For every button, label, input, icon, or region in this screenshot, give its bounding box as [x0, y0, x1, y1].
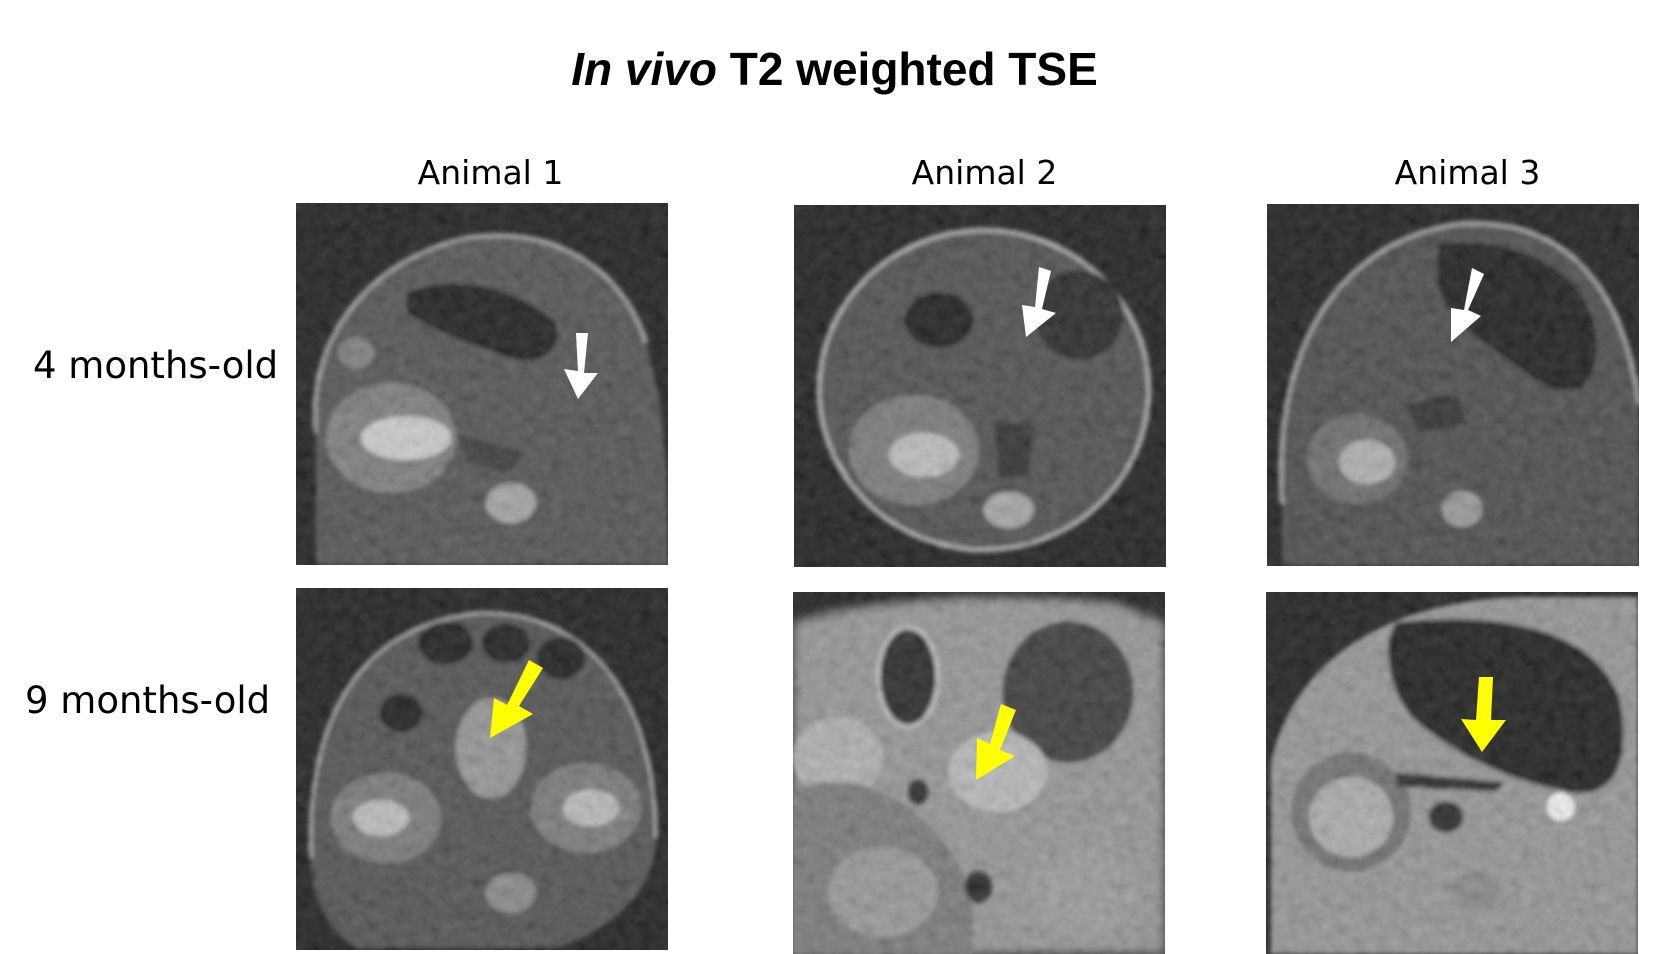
- white-arrow-icon: [564, 333, 598, 399]
- yellow-arrow-icon: [490, 660, 543, 738]
- mri-scan-animal-1-4-months: [296, 203, 668, 565]
- yellow-arrow-icon: [1461, 677, 1506, 752]
- row-label-9-months: 9 months-old: [25, 679, 271, 722]
- title-rest: T2 weighted TSE: [716, 43, 1098, 95]
- yellow-arrow-icon: [976, 704, 1016, 780]
- column-label-animal-3: Animal 3: [1394, 153, 1541, 192]
- mri-scan-animal-1-9-months: [296, 588, 668, 950]
- white-arrow-icon: [1022, 267, 1056, 337]
- column-label-animal-2: Animal 2: [911, 153, 1058, 192]
- mri-scan-animal-3-4-months: [1267, 204, 1639, 566]
- title-italic: In vivo: [571, 43, 717, 95]
- white-arrow-icon: [1451, 268, 1484, 342]
- mri-scan-animal-2-9-months: [793, 592, 1165, 954]
- page-title: In vivo T2 weighted TSE: [0, 42, 1669, 96]
- column-label-animal-1: Animal 1: [417, 153, 564, 192]
- mri-scan-animal-3-9-months: [1266, 592, 1638, 954]
- row-label-4-months: 4 months-old: [33, 344, 279, 387]
- mri-scan-animal-2-4-months: [794, 205, 1166, 567]
